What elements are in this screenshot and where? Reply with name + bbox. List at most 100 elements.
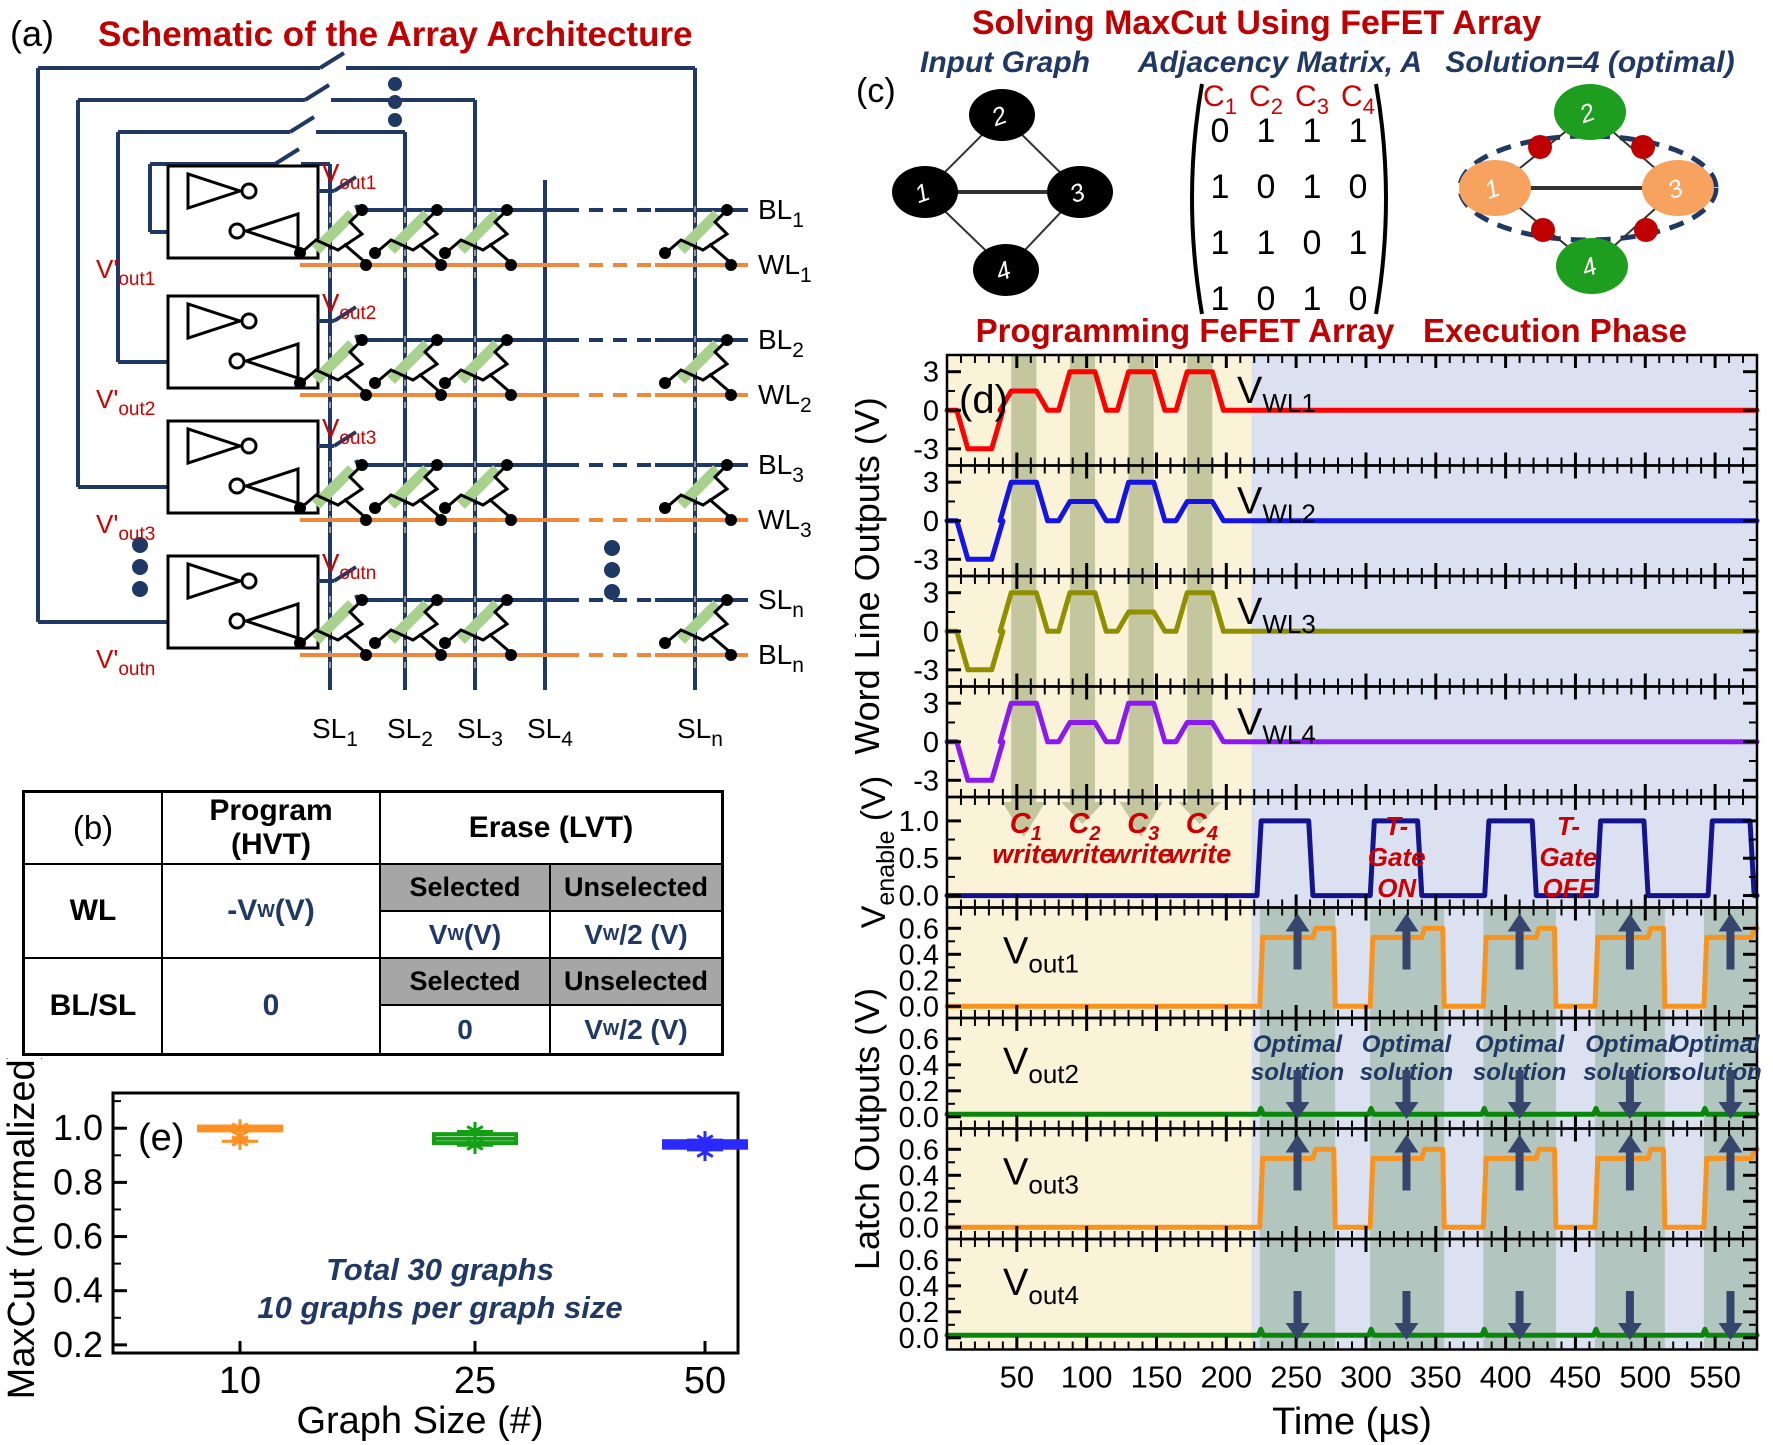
up-arrow-head	[1718, 913, 1743, 932]
sl-contact-dot	[294, 502, 306, 514]
ellipsis-dot	[604, 540, 620, 556]
blsl-unsel-post: /2 (V)	[619, 1013, 688, 1045]
y-tick-label: 3	[923, 578, 939, 610]
inverter-feedback	[241, 601, 300, 641]
down-arrow-head	[1507, 1102, 1532, 1119]
write-step-label: C3	[1127, 808, 1159, 845]
tgate-label: T-	[1557, 811, 1580, 841]
wl-program-post: (V)	[274, 894, 315, 927]
bl-contact-dot	[721, 204, 733, 216]
wl-unsel-sub: W	[602, 924, 620, 944]
wl-program-value: -V W (V)	[163, 865, 381, 959]
bl-contact-dot	[431, 204, 443, 216]
write-step-label: C1	[1010, 808, 1042, 845]
inverter-bubble	[228, 352, 246, 370]
inverter-forward	[186, 561, 245, 601]
waveform-trace	[944, 925, 1760, 1009]
x-tick-label: 450	[1550, 1360, 1602, 1395]
matrix-col-c4: C4	[1341, 80, 1375, 119]
graph-node	[969, 89, 1035, 141]
panel-e-tag: (e)	[138, 1117, 184, 1159]
matrix-value: 1	[1211, 224, 1230, 262]
row-label-wl2: WL2	[758, 379, 812, 417]
x-tick-label: 150	[1131, 1360, 1183, 1395]
y-tick-label: 0	[923, 395, 939, 427]
blsl-unsel-sub: W	[602, 1019, 620, 1039]
sl-contact-dot	[659, 247, 671, 259]
time-axis-label: Time (µs)	[1272, 1401, 1432, 1443]
voutpn-label: V'outn	[96, 644, 155, 680]
fefet-channel	[301, 598, 365, 644]
x-tick-label: 550	[1689, 1360, 1741, 1395]
matrix-value: 0	[1349, 168, 1368, 206]
write-band-arrow	[1178, 355, 1222, 824]
matrix-value: 1	[1349, 112, 1368, 150]
fefet-channel	[376, 208, 440, 254]
wl-contact-dot	[505, 389, 517, 401]
fefet-drain-lead	[343, 372, 367, 395]
y-tick-label: 0.6	[899, 1245, 939, 1277]
tgate-label: Gate	[1368, 842, 1426, 872]
inverter-bubble	[240, 312, 258, 330]
x-tick-label: 250	[1270, 1360, 1322, 1395]
write-band-arrow	[1002, 355, 1046, 837]
data-marker-star	[466, 1125, 484, 1137]
waveform-name-label: Vout1	[1003, 931, 1079, 979]
waveform-name-label: Vout4	[1003, 1262, 1079, 1310]
wl-contact-dot	[360, 259, 372, 271]
bl-contact-dot	[356, 459, 368, 471]
sl-contact-dot	[439, 377, 451, 389]
program-header-line1: Program	[209, 794, 333, 827]
bl-contact-dot	[356, 204, 368, 216]
matrix-value: 0	[1257, 280, 1276, 318]
vout1-label: Vout1	[322, 158, 376, 194]
output-switch-blade	[332, 305, 358, 323]
program-header: Program (HVT)	[163, 793, 381, 865]
up-arrow-head	[1617, 1134, 1642, 1153]
x-tick-label: 10	[219, 1360, 261, 1402]
y-tick-label: 0.8	[53, 1161, 103, 1202]
down-arrow-head	[1285, 1323, 1310, 1340]
wl-contact-dot	[505, 649, 517, 661]
fefet-drain-lead	[708, 242, 732, 265]
wl-unselected-value: V W/2 (V)	[551, 912, 721, 959]
data-marker-star	[231, 1135, 249, 1147]
erase-header: Erase (LVT)	[381, 793, 721, 865]
fefet-drain-lead	[488, 372, 512, 395]
sl-contact-dot	[439, 502, 451, 514]
y-tick-label: 0.2	[899, 1186, 939, 1218]
voutn-label: Voutn	[322, 548, 376, 584]
tgate-label: T-	[1385, 811, 1408, 841]
sl-contact-dot	[439, 247, 451, 259]
panel-d-tag: (d)	[959, 378, 1008, 422]
boxplot-ylabel: MaxCut (normalized)	[1, 1058, 43, 1399]
blsl-selected-value: 0	[381, 1006, 551, 1053]
optimal-label-line1: Optimal	[1253, 1031, 1344, 1058]
write-step-word: write	[1110, 839, 1173, 869]
fefet-channel	[376, 598, 440, 644]
waveform-trace	[944, 369, 1760, 452]
fefet-drain-lead	[708, 372, 732, 395]
execution-phase-title: Execution Phase	[1423, 312, 1687, 349]
matrix-col-c1: C1	[1203, 80, 1237, 119]
fefet-channel	[446, 463, 510, 509]
inverter-bubble	[240, 572, 258, 590]
down-arrow-head	[1718, 1102, 1743, 1119]
bl-contact-dot	[501, 204, 513, 216]
waveform-trace	[944, 1146, 1760, 1230]
up-arrow-head	[1617, 913, 1642, 932]
waveform-trace	[944, 1105, 1760, 1117]
sl-contact-dot	[439, 637, 451, 649]
y-tick-label: 0.0	[899, 881, 939, 913]
switch-blade	[288, 115, 316, 134]
x-tick-label: 100	[1061, 1360, 1113, 1395]
wl-row-header: WL	[25, 865, 163, 959]
col-label-sl4: SL4	[527, 713, 573, 751]
fefet-drain-lead	[343, 242, 367, 265]
bl-contact-dot	[431, 594, 443, 606]
fefet-drain-lead	[418, 497, 442, 520]
y-tick-label: 0.0	[899, 1323, 939, 1355]
y-tick-label: -3	[913, 434, 939, 466]
